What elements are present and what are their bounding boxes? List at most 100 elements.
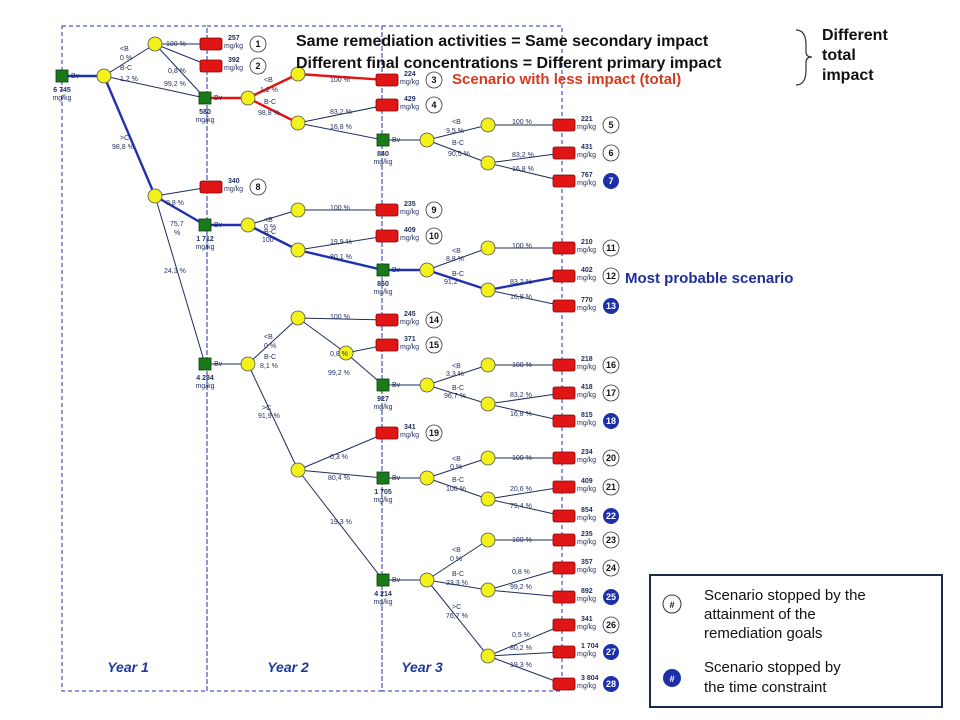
- chance-node-c5: [419, 262, 435, 278]
- terminal-value: 245: [404, 311, 416, 318]
- terminal-node-11: [552, 241, 576, 255]
- scenario-number: 1: [255, 39, 260, 49]
- branch-label: B-C: [452, 385, 464, 392]
- chance-node-c0a: [147, 36, 163, 52]
- terminal-value: 234: [581, 449, 593, 456]
- annotations: Year 1 Year 2 Year 3 Same remediation activ…: [107, 27, 943, 708]
- branch-label: 100 %: [166, 41, 186, 48]
- branch-label: 0 %: [264, 343, 276, 350]
- hollow-scenario-badge: [602, 384, 620, 402]
- decision-value: 580: [199, 109, 211, 116]
- edge-c3b-t19: [297, 432, 387, 471]
- terminal-unit: mg/kg: [400, 432, 419, 439]
- chance-node-c4b: [480, 155, 496, 171]
- terminal-node-23: [552, 533, 576, 547]
- terminal-unit: mg/kg: [577, 247, 596, 254]
- branch-label: <B: [264, 334, 273, 341]
- terminal-unit: mg/kg: [400, 209, 419, 216]
- decision-unit: mg/kg: [373, 289, 392, 296]
- terminal-unit: mg/kg: [577, 392, 596, 399]
- chance-node-c7a: [480, 450, 496, 466]
- filled-scenario-badge: [603, 589, 619, 605]
- annotation-different-total: total: [822, 47, 856, 64]
- edge-c0b-d2: [154, 194, 206, 227]
- chance-node-c1a: [290, 66, 306, 82]
- branch-label: 100 %: [330, 77, 350, 84]
- branch-label: 100 %: [446, 486, 466, 493]
- terminal-node-17: [552, 386, 576, 400]
- edge-c0b-d3: [154, 195, 206, 365]
- terminal-node-27: [552, 645, 576, 659]
- terminal-unit: mg/kg: [400, 319, 419, 326]
- branch-label: 16,8 %: [512, 166, 534, 173]
- edge-c7-c7b: [426, 477, 489, 500]
- year-label: Year 2: [267, 659, 309, 675]
- hollow-scenario-badge: [602, 559, 620, 577]
- chance-node-c3a: [290, 310, 306, 326]
- terminal-unit: mg/kg: [577, 457, 596, 464]
- branch-label: B-C: [120, 65, 132, 72]
- chance-node-c2b: [290, 242, 306, 258]
- branch-label: 100 %: [512, 537, 532, 544]
- branch-label: 0 %: [120, 55, 132, 62]
- terminal-node-12: [552, 269, 576, 283]
- chance-node-c3a2: [338, 345, 354, 361]
- terminal-node-16: [552, 358, 576, 372]
- terminal-unit: mg/kg: [400, 104, 419, 111]
- terminal-node-28: [552, 677, 576, 691]
- branch-label: 83,2 %: [510, 279, 532, 286]
- branch-label: 16,8 %: [330, 124, 352, 131]
- scenario-number: 17: [606, 388, 616, 398]
- branch-label: 19,3 %: [510, 662, 532, 669]
- chance-node-c6a: [480, 357, 496, 373]
- scenario-number: 7: [608, 176, 613, 186]
- decision-value: 1 712: [196, 236, 214, 243]
- filled-scenario-badge: [603, 413, 619, 429]
- branch-label: 100: [262, 237, 274, 244]
- decision-unit: mg/kg: [373, 159, 392, 166]
- decision-unit: mg/kg: [52, 95, 71, 102]
- annotation-different-final: Different final concentrations = Differe…: [296, 55, 722, 72]
- branch-label: <B: [264, 77, 273, 84]
- chance-node-c0b: [147, 188, 163, 204]
- chance-node-c1: [240, 90, 256, 106]
- terminal-unit: mg/kg: [577, 420, 596, 427]
- terminal-value: 402: [581, 267, 593, 274]
- branch-label: 98,8 %: [112, 144, 134, 151]
- scenario-number: 11: [606, 243, 616, 253]
- terminal-value: 340: [228, 178, 240, 185]
- branch-label: 80,1 %: [330, 254, 352, 261]
- annotation-different-total: impact: [822, 67, 874, 84]
- branch-label: %: [174, 230, 180, 237]
- terminal-unit: mg/kg: [400, 344, 419, 351]
- terminal-node-9: [375, 203, 399, 217]
- scenario-number: 27: [606, 647, 616, 657]
- edge-c0-d1: [103, 75, 206, 99]
- decision-value: 6 745: [53, 87, 71, 94]
- chance-node-c2a: [290, 202, 306, 218]
- branch-label: 100 %: [512, 455, 532, 462]
- scenario-number: 24: [606, 563, 616, 573]
- terminal-unit: mg/kg: [577, 180, 596, 187]
- terminal-value: 221: [581, 116, 593, 123]
- edge-c3b-d8: [297, 469, 384, 581]
- edge-c6-c6b: [426, 384, 489, 405]
- branch-label: 0,8 %: [330, 351, 348, 358]
- terminal-node-6: [552, 146, 576, 160]
- decision-node-d4: [376, 133, 390, 147]
- terminal-value: 815: [581, 412, 593, 419]
- year-3-frame: [381, 25, 563, 692]
- decision-value: 860: [377, 281, 389, 288]
- branch-label: 1,2 %: [260, 87, 278, 94]
- branch-label: B-C: [264, 229, 276, 236]
- terminal-value: 371: [404, 336, 416, 343]
- decision-unit: mg/kg: [373, 404, 392, 411]
- hollow-scenario-badge: [602, 116, 620, 134]
- branch-label: 20,6 %: [510, 486, 532, 493]
- edge-c3-c3a: [247, 317, 299, 365]
- terminal-node-5: [552, 118, 576, 132]
- legend-filled-symbol: #: [669, 674, 674, 684]
- terminal-value: 257: [228, 35, 240, 42]
- hollow-scenario-badge: [602, 531, 620, 549]
- chance-node-c0: [96, 68, 112, 84]
